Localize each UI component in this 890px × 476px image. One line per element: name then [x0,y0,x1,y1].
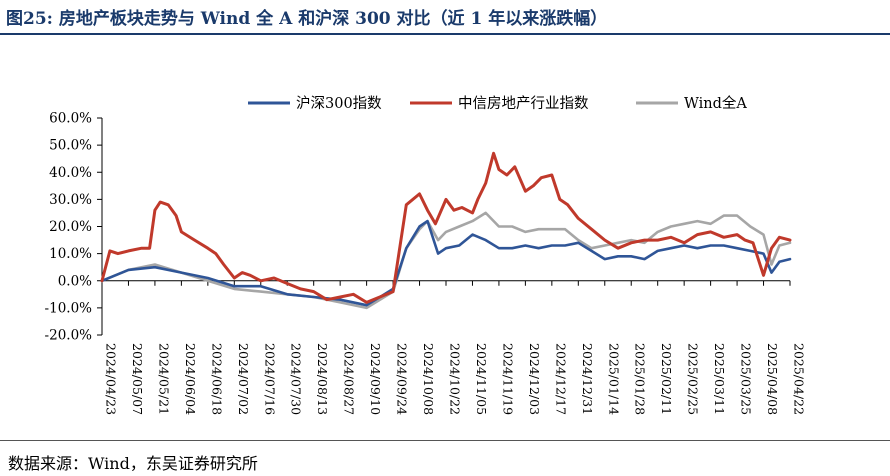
series-line-hs300 [100,219,792,307]
x-tick-label: 2025/04/08 [765,343,780,415]
footer-divider [0,440,890,441]
x-tick-label: 2024/05/21 [156,343,171,415]
y-tick-label: 60.0% [49,111,92,127]
source-note: 数据来源：Wind，东吴证券研究所 [8,454,258,473]
x-tick-label: 2024/08/13 [315,343,330,415]
x-tick-label: 2024/04/23 [104,343,119,415]
x-tick-label: 2024/10/08 [421,343,436,415]
line-chart: 沪深300指数 中信房地产行业指数 Wind全A -20.0% -10.0% 0.0% 1… [45,94,807,416]
legend-label-winda: Wind全A [684,94,747,112]
x-tick-label: 2025/03/11 [712,343,727,415]
x-tick-label: 2024/11/05 [474,343,489,415]
series-lines [100,151,792,310]
x-tick-label: 2024/08/27 [342,343,357,415]
x-tick-label: 2024/06/18 [209,343,224,415]
x-tick-label: 2024/12/31 [580,343,595,415]
y-tick-label: 30.0% [49,192,92,208]
x-tick-label: 2024/05/07 [130,343,145,415]
legend-label-realestate: 中信房地产行业指数 [458,95,589,112]
x-tick-label: 2025/02/11 [659,343,674,415]
series-line-realestate [100,151,792,304]
x-tick-label: 2024/11/19 [500,343,515,415]
x-tick-label: 2024/06/04 [183,343,198,415]
x-tick-label: 2024/09/24 [395,343,410,415]
y-tick-label: 10.0% [49,246,92,262]
legend-label-hs300: 沪深300指数 [296,95,382,112]
x-tick-label: 2024/10/22 [448,343,463,415]
legend: 沪深300指数 中信房地产行业指数 Wind全A [248,94,747,112]
x-tick-label: 2024/07/30 [289,343,304,415]
y-tick-label: 50.0% [49,138,92,154]
x-tick-label: 2025/01/28 [633,343,648,415]
x-tick-label: 2025/01/14 [606,343,621,415]
y-tick-label: -20.0% [45,328,93,344]
y-tick-label: 40.0% [49,165,92,181]
x-tick-label: 2024/09/10 [368,343,383,415]
y-tick-label: 20.0% [49,219,92,235]
page-title: 图25: 房地产板块走势与 Wind 全 A 和沪深 300 对比（近 1 年以… [6,9,608,29]
series-line-winda [100,211,792,310]
x-tick-label: 2025/03/25 [739,343,754,415]
x-tick-label: 2024/12/03 [527,343,542,415]
title-underline [0,33,890,35]
axes: -20.0% -10.0% 0.0% 10.0% 20.0% 30.0% 40.0% 50.0… [45,111,807,416]
x-tick-label: 2024/07/02 [236,343,251,415]
x-tick-label: 2024/12/17 [553,343,568,415]
x-tick-label: 2025/02/25 [686,343,701,415]
y-tick-label: -10.0% [45,300,93,316]
x-tick-label: 2025/04/22 [792,343,807,415]
y-tick-label: 0.0% [58,273,92,289]
x-tick-label: 2024/07/16 [262,343,277,415]
